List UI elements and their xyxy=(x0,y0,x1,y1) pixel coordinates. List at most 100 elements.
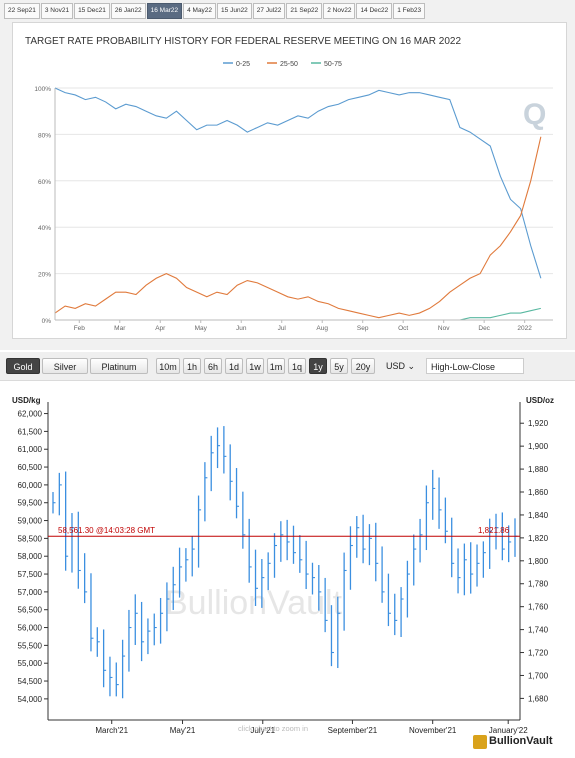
range-button-1y[interactable]: 1y xyxy=(309,358,327,374)
range-button-6h[interactable]: 6h xyxy=(204,358,222,374)
x-tick-label: Nov xyxy=(438,325,450,332)
gold-price-chart[interactable]: USD/kg USD/oz 54,000 54,500 55,000 55,500 56… xyxy=(0,380,575,758)
range-button-20y[interactable]: 20y xyxy=(351,358,375,374)
meeting-tab[interactable]: 14 Dec22 xyxy=(356,3,393,19)
legend-item[interactable]: 0-25 xyxy=(223,61,250,68)
bullionvault-watermark: BullionVault xyxy=(165,584,343,622)
hlc-bar xyxy=(191,536,195,577)
hlc-bar xyxy=(102,629,107,688)
meeting-tab[interactable]: 15 Dec21 xyxy=(74,3,110,19)
y-tick-label: 54,500 xyxy=(18,677,43,686)
y2-tick-label: 1,740 xyxy=(528,626,549,635)
metal-button-silver[interactable]: Silver xyxy=(42,358,88,374)
fed-chart-box: TARGET RATE PROBABILITY HISTORY FOR FEDE… xyxy=(12,22,567,339)
y-tick-label: 54,000 xyxy=(18,695,43,704)
y2-tick-label: 1,700 xyxy=(528,671,549,680)
meeting-tab[interactable]: 21 Sep22 xyxy=(286,3,323,19)
q-watermark: Q xyxy=(523,98,546,131)
chart-style-field[interactable]: High-Low-Close xyxy=(426,358,524,374)
hlc-bar xyxy=(109,656,113,697)
hlc-bar xyxy=(349,526,353,590)
hlc-bar xyxy=(261,559,265,608)
legend-item[interactable]: 25-50 xyxy=(267,61,298,68)
legend-label: 50-75 xyxy=(324,61,342,68)
hlc-bar xyxy=(286,519,290,561)
y2-tick-label: 1,920 xyxy=(528,419,549,428)
meeting-tab[interactable]: 2 Nov22 xyxy=(323,3,356,19)
x-tick-label: Apr xyxy=(155,325,166,332)
y-tick-label: 100% xyxy=(34,86,51,93)
chart-toolbar: Gold Silver Platinum 10m 1h 6h 1d 1w 1m 1q 1y 5y 20y… xyxy=(0,352,575,381)
range-button-10m[interactable]: 10m xyxy=(156,358,180,374)
hlc-bar xyxy=(71,513,75,573)
x-tick-label: Jun xyxy=(236,325,247,332)
meeting-tab[interactable]: 16 Mar22 xyxy=(146,3,183,19)
x-tick-label: Feb xyxy=(74,325,86,332)
meeting-tab[interactable]: 26 Jan22 xyxy=(110,3,146,19)
legend-item[interactable]: 50-75 xyxy=(311,61,342,68)
meeting-tab[interactable]: 3 Nov21 xyxy=(40,3,74,19)
hlc-bar xyxy=(299,535,303,573)
hlc-bar xyxy=(432,469,436,520)
hlc-bar xyxy=(368,524,372,566)
legend-label: 0-25 xyxy=(236,61,250,68)
x-tick-label: Jul xyxy=(278,325,287,332)
hlc-bar xyxy=(267,552,271,591)
hlc-bar xyxy=(166,582,170,632)
y-tick-label: 59,000 xyxy=(18,517,43,526)
range-button-1w[interactable]: 1w xyxy=(246,358,264,374)
meeting-tab[interactable]: 4 May22 xyxy=(183,3,217,19)
metal-button-gold[interactable]: Gold xyxy=(6,358,40,374)
range-button-1q[interactable]: 1q xyxy=(288,358,306,374)
meeting-tab[interactable]: 22 Sep21 xyxy=(4,3,40,19)
hlc-bar xyxy=(514,518,518,557)
hlc-bar xyxy=(178,547,183,598)
meeting-tab[interactable]: 15 Jun22 xyxy=(217,3,252,19)
fed-probability-chart[interactable]: TARGET RATE PROBABILITY HISTORY FOR FEDE… xyxy=(13,23,568,340)
x-tick-label: November'21 xyxy=(409,726,457,735)
range-button-1h[interactable]: 1h xyxy=(183,358,201,374)
hlc-bar xyxy=(134,594,138,645)
y-tick-label: 59,500 xyxy=(18,499,43,508)
current-price-oz-label: 1,821.86 xyxy=(478,526,510,535)
hlc-bar xyxy=(362,514,366,564)
hlc-bar xyxy=(280,521,284,562)
y2-tick-label: 1,680 xyxy=(528,694,549,703)
hlc-bar xyxy=(90,573,94,652)
y-tick-label: 60% xyxy=(38,179,51,186)
hlc-bar xyxy=(457,548,461,594)
hlc-bar xyxy=(444,497,448,544)
y-tick-label: 57,500 xyxy=(18,570,43,579)
hlc-bar xyxy=(115,662,119,697)
metal-button-platinum[interactable]: Platinum xyxy=(90,358,148,374)
hlc-bar xyxy=(470,542,474,594)
range-button-1d[interactable]: 1d xyxy=(225,358,243,374)
hlc-bar xyxy=(159,597,164,644)
hlc-bar xyxy=(153,613,157,646)
hlc-bar xyxy=(318,564,322,611)
range-button-1m[interactable]: 1m xyxy=(267,358,285,374)
y2-tick-label: 1,880 xyxy=(528,465,549,474)
y2-tick-label: 1,760 xyxy=(528,603,549,612)
y2-tick-label: 1,780 xyxy=(528,580,549,589)
currency-select[interactable]: USD ⌄ xyxy=(386,358,415,374)
y-tick-label: 56,500 xyxy=(18,606,43,615)
bullionvault-logo-text[interactable]: BullionVault xyxy=(489,735,553,747)
range-button-5y[interactable]: 5y xyxy=(330,358,348,374)
gold-price-panel: Gold Silver Platinum 10m 1h 6h 1d 1w 1m 1q 1y 5y 20y… xyxy=(0,352,575,758)
hlc-bar xyxy=(83,553,88,604)
hlc-bar xyxy=(210,435,214,492)
hlc-bar xyxy=(147,618,151,655)
y-tick-label: 57,000 xyxy=(18,588,43,597)
hlc-bar xyxy=(495,513,499,550)
x-tick-label: 2022 xyxy=(517,325,532,332)
x-tick-label: Oct xyxy=(398,325,408,332)
y-tick-label: 61,000 xyxy=(18,445,43,454)
meeting-tab[interactable]: 27 Jul22 xyxy=(252,3,286,19)
meeting-tab[interactable]: 1 Feb23 xyxy=(393,3,426,19)
y-tick-label: 20% xyxy=(38,272,51,279)
hlc-bar xyxy=(463,543,467,596)
hlc-bar xyxy=(400,587,404,637)
x-tick-label: Aug xyxy=(316,325,328,332)
hlc-bar xyxy=(185,548,189,582)
